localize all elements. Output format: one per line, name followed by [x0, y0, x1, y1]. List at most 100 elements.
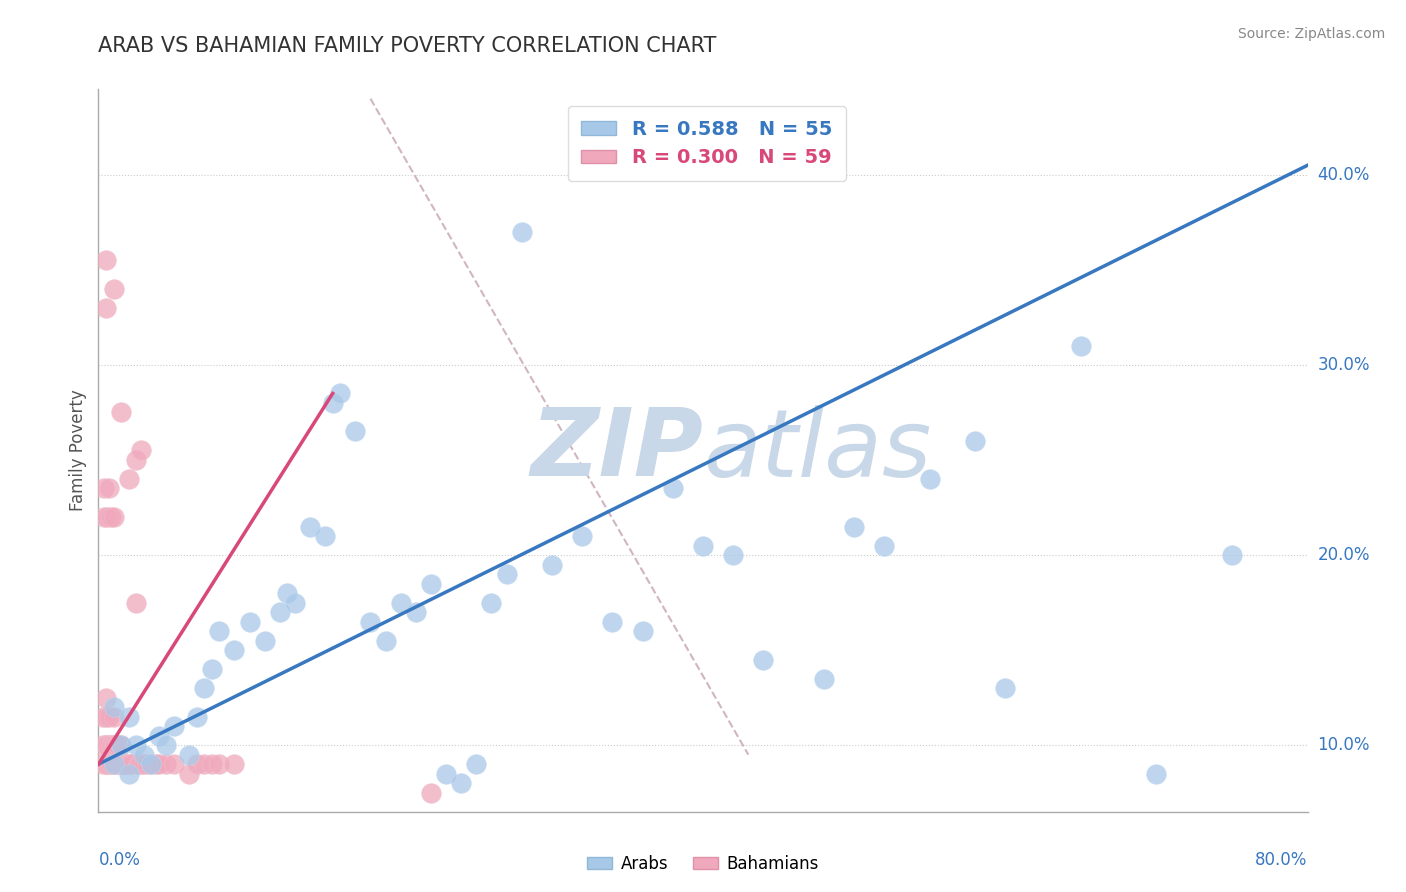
Text: 10.0%: 10.0% [1317, 736, 1369, 754]
Point [692, 539, 714, 553]
Point [1070, 339, 1092, 353]
Point [94, 709, 117, 723]
Point [111, 757, 134, 772]
Point [132, 747, 155, 762]
Point [118, 766, 141, 780]
Point [208, 757, 231, 772]
Point [420, 576, 443, 591]
Point [118, 472, 141, 486]
Point [103, 738, 125, 752]
Point [100, 738, 122, 752]
Point [110, 405, 132, 419]
Legend: Arabs, Bahamians: Arabs, Bahamians [581, 848, 825, 880]
Point [127, 757, 149, 772]
Point [129, 757, 152, 772]
Point [132, 757, 155, 772]
Point [96, 738, 118, 752]
Point [129, 443, 152, 458]
Point [179, 747, 201, 762]
Point [844, 519, 866, 533]
Point [128, 757, 150, 772]
Point [115, 757, 138, 772]
Point [103, 709, 125, 723]
Point [631, 624, 654, 639]
Point [110, 757, 132, 772]
Point [148, 729, 170, 743]
Point [994, 681, 1017, 695]
Point [510, 225, 533, 239]
Point [103, 757, 125, 772]
Point [224, 643, 246, 657]
Text: 30.0%: 30.0% [1317, 356, 1369, 374]
Point [163, 719, 186, 733]
Point [253, 633, 276, 648]
Point [98, 482, 121, 496]
Point [1144, 766, 1167, 780]
Point [405, 605, 427, 619]
Point [114, 757, 136, 772]
Point [145, 757, 167, 772]
Point [125, 596, 148, 610]
Point [135, 757, 157, 772]
Point [186, 709, 208, 723]
Point [434, 766, 457, 780]
Point [208, 624, 231, 639]
Point [103, 700, 125, 714]
Point [110, 738, 132, 752]
Text: Source: ZipAtlas.com: Source: ZipAtlas.com [1237, 27, 1385, 41]
Point [100, 510, 122, 524]
Point [344, 425, 367, 439]
Point [661, 482, 683, 496]
Point [118, 757, 141, 772]
Point [110, 738, 132, 752]
Point [201, 662, 224, 676]
Point [101, 738, 124, 752]
Point [813, 672, 835, 686]
Point [103, 757, 125, 772]
Point [107, 757, 129, 772]
Point [602, 615, 624, 629]
Point [873, 539, 896, 553]
Point [96, 757, 118, 772]
Point [918, 472, 941, 486]
Point [108, 757, 131, 772]
Point [420, 786, 443, 800]
Text: 40.0%: 40.0% [1317, 166, 1369, 184]
Point [120, 757, 142, 772]
Point [360, 615, 382, 629]
Point [1220, 548, 1243, 562]
Text: 20.0%: 20.0% [1317, 546, 1369, 564]
Point [103, 282, 125, 296]
Point [752, 652, 775, 666]
Point [314, 529, 336, 543]
Point [163, 757, 186, 772]
Point [495, 567, 517, 582]
Point [329, 386, 352, 401]
Point [105, 757, 128, 772]
Point [571, 529, 593, 543]
Point [103, 510, 125, 524]
Point [94, 690, 117, 705]
Point [193, 681, 215, 695]
Point [284, 596, 307, 610]
Point [148, 757, 170, 772]
Point [121, 757, 143, 772]
Point [94, 738, 117, 752]
Point [193, 757, 215, 772]
Point [141, 757, 163, 772]
Point [465, 757, 488, 772]
Point [91, 757, 114, 772]
Point [105, 738, 128, 752]
Legend: R = 0.588   N = 55, R = 0.300   N = 59: R = 0.588 N = 55, R = 0.300 N = 59 [568, 106, 846, 181]
Text: ARAB VS BAHAMIAN FAMILY POVERTY CORRELATION CHART: ARAB VS BAHAMIAN FAMILY POVERTY CORRELAT… [98, 36, 717, 55]
Point [155, 757, 177, 772]
Point [112, 757, 135, 772]
Point [104, 757, 127, 772]
Point [389, 596, 412, 610]
Point [98, 738, 121, 752]
Point [91, 738, 114, 752]
Text: ZIP: ZIP [530, 404, 703, 497]
Y-axis label: Family Poverty: Family Poverty [69, 390, 87, 511]
Text: atlas: atlas [703, 405, 931, 496]
Point [91, 709, 114, 723]
